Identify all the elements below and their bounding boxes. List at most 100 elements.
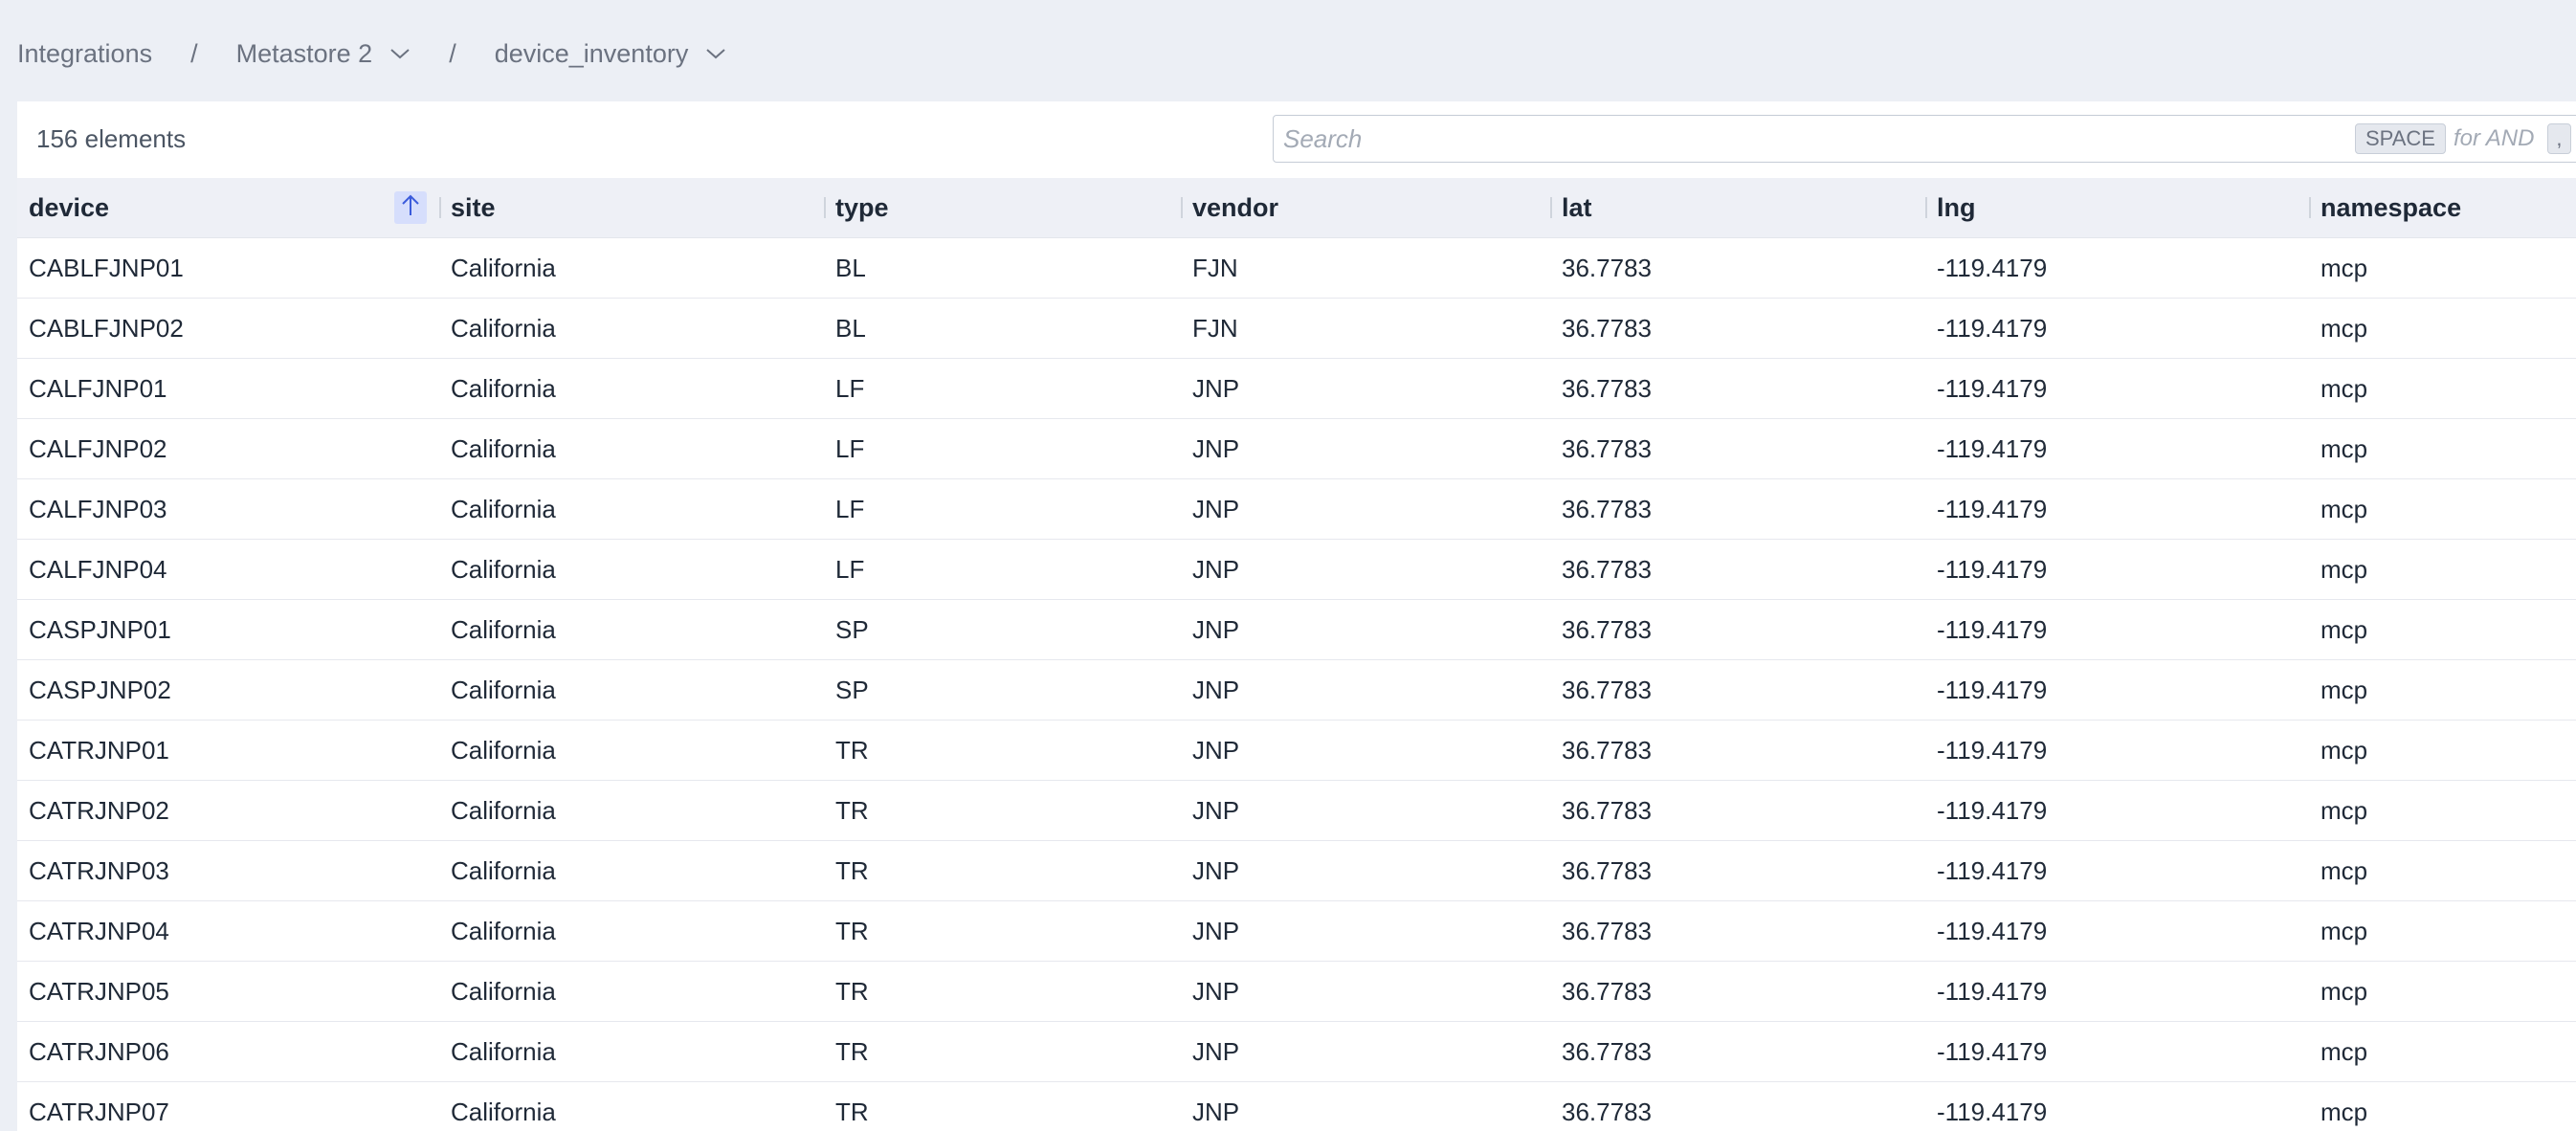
table-row[interactable]: CASPJNP01 California SP JNP 36.7783 -119… (17, 600, 2576, 660)
column-resize-handle[interactable] (1181, 197, 1183, 218)
cell-device: CASPJNP01 (29, 614, 171, 644)
cell-site: California (451, 313, 556, 343)
cell-vendor: FJN (1192, 253, 1238, 282)
chevron-down-icon[interactable] (389, 43, 411, 64)
chevron-down-icon[interactable] (705, 43, 726, 64)
cell-type: TR (835, 795, 869, 825)
cell-namespace: mcp (2321, 494, 2368, 523)
cell-vendor: FJN (1192, 313, 1238, 343)
column-header-lng[interactable]: lng (1925, 178, 1976, 237)
cell-namespace: mcp (2321, 313, 2368, 343)
cell-device: CABLFJNP02 (29, 313, 184, 343)
cell-vendor: JNP (1192, 675, 1240, 704)
column-header-label: site (451, 192, 496, 222)
cell-type: BL (835, 253, 866, 282)
table-header: device site type vendor lat (17, 178, 2576, 238)
table-row[interactable]: CATRJNP03 California TR JNP 36.7783 -119… (17, 841, 2576, 901)
cell-type: BL (835, 313, 866, 343)
cell-device: CASPJNP02 (29, 675, 171, 704)
column-resize-handle[interactable] (1550, 197, 1552, 218)
table-row[interactable]: CATRJNP06 California TR JNP 36.7783 -119… (17, 1022, 2576, 1082)
cell-device: CATRJNP07 (29, 1097, 169, 1126)
cell-vendor: JNP (1192, 735, 1240, 765)
breadcrumb: Integrations / Metastore 2 / device_inve… (17, 31, 726, 77)
search-box[interactable]: SPACE for AND , fo (1273, 115, 2576, 163)
table-row[interactable]: CATRJNP02 California TR JNP 36.7783 -119… (17, 781, 2576, 841)
table-row[interactable]: CATRJNP04 California TR JNP 36.7783 -119… (17, 901, 2576, 962)
breadcrumb-table[interactable]: device_inventory (495, 39, 727, 69)
table-row[interactable]: CALFJNP02 California LF JNP 36.7783 -119… (17, 419, 2576, 479)
cell-lng: -119.4179 (1937, 855, 2048, 885)
column-resize-handle[interactable] (824, 197, 826, 218)
cell-lat: 36.7783 (1562, 554, 1652, 584)
cell-device: CALFJNP01 (29, 373, 167, 403)
column-resize-handle[interactable] (439, 197, 441, 218)
cell-lat: 36.7783 (1562, 735, 1652, 765)
cell-device: CALFJNP04 (29, 554, 167, 584)
cell-vendor: JNP (1192, 976, 1240, 1006)
column-header-device[interactable]: device (29, 178, 109, 237)
cell-site: California (451, 675, 556, 704)
table-row[interactable]: CALFJNP04 California LF JNP 36.7783 -119… (17, 540, 2576, 600)
column-header-label: lng (1937, 192, 1976, 222)
breadcrumb-table-label: device_inventory (494, 38, 689, 68)
column-header-site[interactable]: site (439, 178, 496, 237)
cell-device: CATRJNP01 (29, 735, 169, 765)
cell-site: California (451, 1036, 556, 1066)
cell-site: California (451, 433, 556, 463)
cell-lat: 36.7783 (1562, 1097, 1652, 1126)
cell-device: CABLFJNP01 (29, 253, 184, 282)
cell-vendor: JNP (1192, 855, 1240, 885)
cell-namespace: mcp (2321, 1097, 2368, 1126)
comma-key-badge: , (2547, 123, 2571, 154)
cell-lng: -119.4179 (1937, 976, 2048, 1006)
table-row[interactable]: CASPJNP02 California SP JNP 36.7783 -119… (17, 660, 2576, 721)
cell-device: CATRJNP04 (29, 916, 169, 945)
column-header-type[interactable]: type (824, 178, 889, 237)
column-header-lat[interactable]: lat (1550, 178, 1592, 237)
cell-type: LF (835, 554, 865, 584)
breadcrumb-separator: / (190, 38, 198, 68)
cell-site: California (451, 1097, 556, 1126)
table-row[interactable]: CALFJNP03 California LF JNP 36.7783 -119… (17, 479, 2576, 540)
cell-namespace: mcp (2321, 735, 2368, 765)
cell-namespace: mcp (2321, 916, 2368, 945)
column-resize-handle[interactable] (1925, 197, 1927, 218)
table-row[interactable]: CATRJNP01 California TR JNP 36.7783 -119… (17, 721, 2576, 781)
cell-lng: -119.4179 (1937, 554, 2048, 584)
sort-ascending-button[interactable] (394, 191, 427, 224)
column-header-namespace[interactable]: namespace (2309, 178, 2461, 237)
cell-lng: -119.4179 (1937, 433, 2048, 463)
cell-device: CATRJNP02 (29, 795, 169, 825)
table-row[interactable]: CATRJNP07 California TR JNP 36.7783 -119… (17, 1082, 2576, 1131)
cell-site: California (451, 916, 556, 945)
table-row[interactable]: CALFJNP01 California LF JNP 36.7783 -119… (17, 359, 2576, 419)
cell-site: California (451, 735, 556, 765)
cell-lng: -119.4179 (1937, 1036, 2048, 1066)
cell-device: CATRJNP03 (29, 855, 169, 885)
cell-type: TR (835, 1036, 869, 1066)
column-header-vendor[interactable]: vendor (1181, 178, 1278, 237)
cell-vendor: JNP (1192, 916, 1240, 945)
cell-site: California (451, 976, 556, 1006)
breadcrumb-metastore[interactable]: Metastore 2 (236, 39, 411, 69)
breadcrumb-integrations[interactable]: Integrations (17, 39, 152, 69)
cell-vendor: JNP (1192, 614, 1240, 644)
cell-lng: -119.4179 (1937, 1097, 2048, 1126)
breadcrumb-separator: / (449, 38, 456, 68)
cell-namespace: mcp (2321, 675, 2368, 704)
data-table: device site type vendor lat (17, 178, 2576, 1131)
table-row[interactable]: CABLFJNP02 California BL FJN 36.7783 -11… (17, 299, 2576, 359)
cell-lat: 36.7783 (1562, 494, 1652, 523)
cell-lng: -119.4179 (1937, 795, 2048, 825)
column-resize-handle[interactable] (2309, 197, 2311, 218)
breadcrumb-metastore-label: Metastore 2 (235, 38, 373, 68)
cell-device: CALFJNP02 (29, 433, 167, 463)
table-panel: 156 elements SPACE for AND , fo device (17, 101, 2576, 1131)
table-row[interactable]: CATRJNP05 California TR JNP 36.7783 -119… (17, 962, 2576, 1022)
column-header-label: type (835, 192, 889, 222)
table-row[interactable]: CABLFJNP01 California BL FJN 36.7783 -11… (17, 238, 2576, 299)
cell-lat: 36.7783 (1562, 313, 1652, 343)
cell-type: TR (835, 976, 869, 1006)
cell-lat: 36.7783 (1562, 253, 1652, 282)
